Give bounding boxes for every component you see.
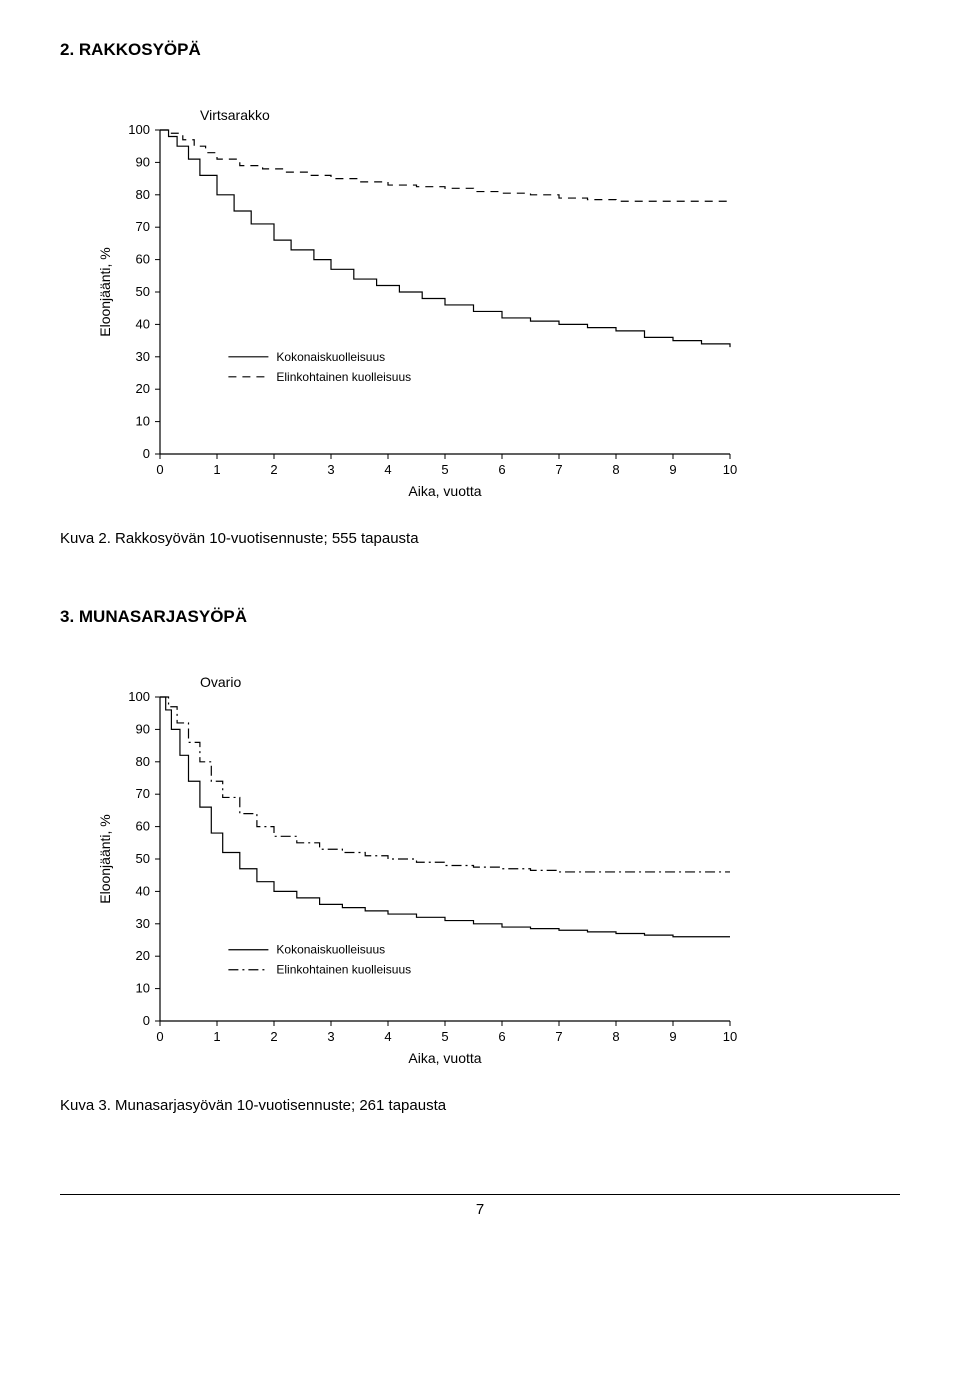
chart-1-caption: Kuva 2. Rakkosyövän 10-vuotisennuste; 55… [60, 530, 900, 547]
svg-text:100: 100 [128, 689, 150, 704]
svg-text:7: 7 [555, 1029, 562, 1044]
svg-text:10: 10 [136, 981, 150, 996]
svg-text:30: 30 [136, 916, 150, 931]
svg-text:4: 4 [384, 1029, 391, 1044]
chart-2-caption: Kuva 3. Munasarjasyövän 10-vuotisennuste… [60, 1097, 900, 1114]
svg-text:5: 5 [441, 1029, 448, 1044]
svg-text:1: 1 [213, 1029, 220, 1044]
svg-text:60: 60 [136, 252, 150, 267]
svg-text:5: 5 [441, 462, 448, 477]
svg-text:0: 0 [156, 1029, 163, 1044]
chart-2: Ovario 0 10 20 30 40 50 60 70 80 90 100 0 1 2 3 4 5 6 7 8 9 10… [90, 657, 900, 1077]
svg-text:10: 10 [723, 462, 737, 477]
svg-text:20: 20 [136, 948, 150, 963]
svg-text:Virtsarakko: Virtsarakko [200, 107, 270, 123]
svg-text:6: 6 [498, 1029, 505, 1044]
svg-text:Aika, vuotta: Aika, vuotta [408, 483, 481, 499]
svg-text:8: 8 [612, 1029, 619, 1044]
svg-text:90: 90 [136, 721, 150, 736]
svg-text:10: 10 [136, 414, 150, 429]
svg-text:70: 70 [136, 786, 150, 801]
svg-text:Kokonaiskuolleisuus: Kokonaiskuolleisuus [276, 350, 385, 364]
svg-text:Kokonaiskuolleisuus: Kokonaiskuolleisuus [276, 943, 385, 957]
svg-text:60: 60 [136, 819, 150, 834]
chart-1: Virtsarakko 0 10 20 30 40 50 60 70 80 90 100 0 1 2 3 4 5 6… [90, 90, 900, 510]
svg-text:80: 80 [136, 187, 150, 202]
svg-text:Elinkohtainen kuolleisuus: Elinkohtainen kuolleisuus [276, 963, 411, 977]
svg-text:10: 10 [723, 1029, 737, 1044]
svg-text:6: 6 [498, 462, 505, 477]
svg-text:3: 3 [327, 462, 334, 477]
svg-text:8: 8 [612, 462, 619, 477]
svg-text:Eloonjäänti, %: Eloonjäänti, % [97, 814, 113, 904]
svg-text:9: 9 [669, 1029, 676, 1044]
svg-text:Ovario: Ovario [200, 674, 241, 690]
svg-text:30: 30 [136, 349, 150, 364]
svg-text:2: 2 [270, 1029, 277, 1044]
section-1-heading: 2. RAKKOSYÖPÄ [60, 40, 900, 60]
svg-text:0: 0 [143, 446, 150, 461]
svg-text:0: 0 [156, 462, 163, 477]
svg-text:1: 1 [213, 462, 220, 477]
svg-text:3: 3 [327, 1029, 334, 1044]
svg-text:Eloonjäänti, %: Eloonjäänti, % [97, 247, 113, 337]
svg-text:0: 0 [143, 1013, 150, 1028]
svg-text:9: 9 [669, 462, 676, 477]
svg-text:2: 2 [270, 462, 277, 477]
svg-text:50: 50 [136, 851, 150, 866]
svg-text:7: 7 [555, 462, 562, 477]
svg-text:50: 50 [136, 284, 150, 299]
svg-text:4: 4 [384, 462, 391, 477]
page-number: 7 [60, 1194, 900, 1218]
svg-text:Elinkohtainen kuolleisuus: Elinkohtainen kuolleisuus [276, 370, 411, 384]
svg-text:Aika, vuotta: Aika, vuotta [408, 1050, 481, 1066]
svg-text:40: 40 [136, 883, 150, 898]
svg-text:40: 40 [136, 316, 150, 331]
svg-text:100: 100 [128, 122, 150, 137]
svg-text:70: 70 [136, 219, 150, 234]
section-2-heading: 3. MUNASARJASYÖPÄ [60, 607, 900, 627]
svg-text:80: 80 [136, 754, 150, 769]
svg-text:90: 90 [136, 154, 150, 169]
svg-text:20: 20 [136, 381, 150, 396]
